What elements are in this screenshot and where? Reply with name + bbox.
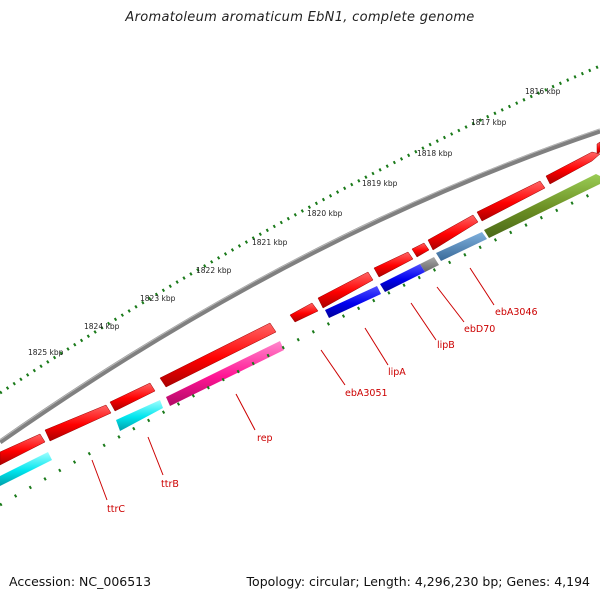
ruler-label: 1824 kbp (84, 322, 120, 331)
topology-value: circular (309, 574, 356, 589)
gene-label-ttrC[interactable]: ttrC (107, 504, 125, 515)
gene-ttrC[interactable] (0, 452, 52, 486)
leader-line (320, 349, 346, 386)
gene-arrow[interactable] (427, 214, 479, 251)
ruler-label: 1819 kbp (362, 179, 398, 188)
gene-ebA3046[interactable] (436, 232, 487, 261)
leader-line (364, 327, 389, 366)
gene-arrow[interactable] (373, 251, 414, 278)
ruler-label: 1825 kbp (28, 348, 64, 357)
leader-line (469, 267, 495, 306)
genome-stats: Topology: circular; Length: 4,296,230 bp; … (246, 574, 590, 589)
inner-ruler-arc (0, 188, 600, 507)
ruler-label: 1821 kbp (252, 238, 288, 247)
leader-line (91, 459, 108, 501)
accession-value: NC_006513 (79, 574, 152, 589)
ruler-label: 1820 kbp (307, 209, 343, 218)
ruler-labels: 1816 kbp 1817 kbp 1818 kbp 1819 kbp 1820… (28, 87, 561, 357)
ruler-label: 1822 kbp (196, 266, 232, 275)
gene-label-rep[interactable]: rep (257, 433, 273, 444)
gene-labels: ttrC ttrB rep ebA3051 lipA lipB ebD70 eb… (107, 307, 538, 515)
gene-rep[interactable] (166, 341, 284, 406)
gene-arrow[interactable] (317, 271, 374, 309)
gene-label-ebA3046[interactable]: ebA3046 (495, 307, 538, 318)
gene-arrow[interactable] (159, 322, 277, 388)
leader-line (410, 302, 437, 341)
gene-label-ebA3051[interactable]: ebA3051 (345, 388, 388, 399)
ruler-arc (0, 64, 600, 395)
leader-line (147, 436, 164, 476)
gene-arrow[interactable] (476, 180, 546, 222)
gene-label-ebD70[interactable]: ebD70 (464, 324, 495, 335)
gene-arrow[interactable] (289, 302, 319, 323)
gene-lipB[interactable] (380, 264, 425, 292)
forward-strand-genes (0, 141, 600, 466)
accession-label: Accession: (9, 574, 76, 589)
genes-value: 4,194 (554, 574, 590, 589)
genes-label: Genes: (506, 574, 551, 589)
length-value: 4,296,230 bp (414, 574, 499, 589)
ruler-label: 1823 kbp (140, 294, 176, 303)
gene-olive[interactable] (484, 174, 600, 238)
leader-line (436, 286, 465, 323)
reverse-strand-genes (0, 174, 600, 486)
gene-arrow[interactable] (109, 382, 156, 412)
gene-label-lipA[interactable]: lipA (388, 367, 406, 378)
label-leaders (91, 267, 495, 501)
genome-backbone (0, 128, 600, 445)
gene-ebD70[interactable] (420, 257, 439, 272)
gene-lipA[interactable] (325, 286, 381, 318)
ruler-label: 1818 kbp (417, 149, 453, 158)
gene-ttrB[interactable] (116, 400, 163, 431)
gene-label-ttrB[interactable]: ttrB (161, 479, 179, 490)
map-title: Aromatoleum aromaticum EbN1, complete ge… (125, 10, 475, 25)
gene-label-lipB[interactable]: lipB (437, 340, 455, 351)
length-label: Length: (363, 574, 411, 589)
accession-info: Accession: NC_006513 (9, 574, 151, 589)
gene-arrow[interactable] (545, 151, 600, 185)
ruler-label: 1817 kbp (471, 118, 507, 127)
gene-arrow[interactable] (44, 404, 112, 442)
ruler-label: 1816 kbp (525, 87, 561, 96)
gene-arrow[interactable] (596, 141, 600, 155)
gene-arrow[interactable] (411, 242, 430, 258)
topology-label: Topology: (246, 574, 306, 589)
gene-arrow[interactable] (0, 433, 46, 466)
leader-line (235, 393, 256, 431)
